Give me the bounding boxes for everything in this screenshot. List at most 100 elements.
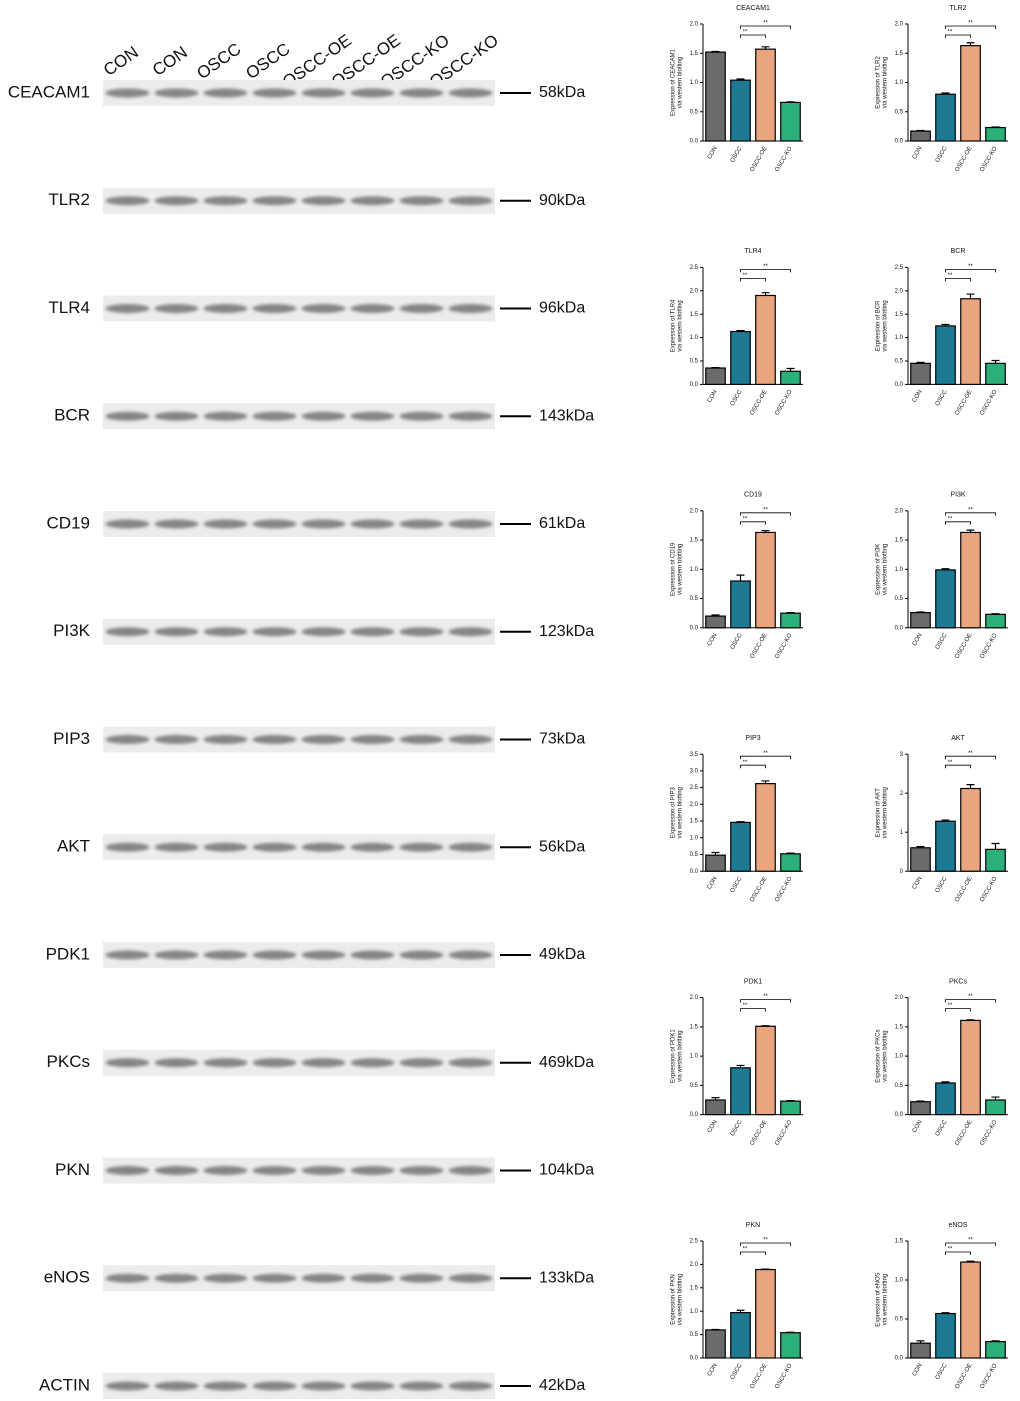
size-label: 143kDa: [539, 407, 594, 424]
error-bar: [786, 1099, 795, 1102]
blot-band: [203, 950, 248, 960]
size-label: 73kDa: [539, 731, 585, 748]
significance-bracket: [945, 999, 996, 1003]
y-tick-label: 0.5: [895, 596, 904, 602]
error-bar: [761, 292, 770, 296]
blot-band: [350, 1058, 395, 1068]
y-axis-label: via western blotting: [883, 1274, 889, 1325]
y-axis-label: via western blotting: [678, 544, 684, 595]
x-tick-label: OSCC-OE: [954, 1119, 973, 1146]
y-tick-label: 1.0: [895, 80, 904, 86]
protein-label: AKT: [57, 837, 90, 856]
error-bar: [941, 568, 950, 570]
blot-band: [105, 304, 150, 313]
protein-label: ACTIN: [39, 1375, 90, 1394]
error-bar: [736, 1064, 745, 1068]
significance-label: **: [968, 507, 973, 513]
bar: [910, 1101, 931, 1116]
significance-bracket: [945, 278, 971, 282]
significance-label: **: [968, 751, 973, 757]
x-tick-label: OSCC: [935, 875, 949, 894]
bar: [985, 1099, 1006, 1116]
error-bar: [761, 46, 770, 50]
bar: [705, 51, 726, 142]
significance-label: **: [743, 30, 748, 36]
significance-bracket: [945, 34, 971, 38]
bar: [985, 362, 1006, 385]
y-axis-label: Expression of TLR4: [671, 299, 677, 352]
error-bar: [966, 1260, 975, 1263]
bar: [935, 1082, 956, 1116]
chart-title: eNOS: [948, 1222, 967, 1229]
blot-band: [399, 1166, 444, 1175]
size-label: 104kDa: [539, 1162, 594, 1179]
x-tick-label: OSCC: [730, 389, 744, 408]
size-label: 469kDa: [539, 1054, 594, 1071]
bar: [705, 367, 726, 385]
error-bar: [991, 359, 1000, 364]
bar: [730, 1312, 751, 1359]
significance-bracket: [740, 764, 766, 769]
blot-band: [154, 627, 199, 637]
significance-bracket: [945, 1008, 971, 1012]
error-bar: [941, 323, 950, 326]
blot-band: [105, 842, 150, 852]
y-tick-label: 0.5: [690, 1332, 699, 1338]
y-tick-label: 1.5: [690, 1285, 699, 1291]
protein-label: CEACAM1: [8, 82, 90, 101]
x-tick-label: CON: [707, 146, 719, 161]
y-tick-label: 1.0: [690, 80, 699, 86]
x-tick-label: OSCC-OE: [954, 876, 973, 903]
y-axis-label: Expression of CD19: [671, 542, 677, 596]
significance-bracket: [740, 34, 766, 38]
y-tick-label: 2.0: [895, 22, 904, 28]
y-tick-label: 3.0: [690, 768, 699, 774]
y-tick-label: 1.5: [895, 51, 904, 57]
blot-band: [203, 1166, 248, 1175]
error-bar: [966, 529, 975, 533]
significance-bracket: [945, 755, 996, 760]
blot-band: [350, 1381, 395, 1391]
y-tick-label: 0.0: [895, 625, 904, 631]
y-axis-label: Expression of PIP3: [671, 787, 677, 839]
significance-label: **: [763, 751, 768, 757]
blot-band: [252, 411, 297, 421]
y-tick-label: 1.5: [690, 312, 699, 318]
blot-band: [154, 411, 199, 421]
chart-title: CEACAM1: [736, 5, 770, 12]
x-tick-label: OSCC-KO: [979, 876, 998, 904]
y-tick-label: 3.5: [690, 752, 699, 758]
y-tick-label: 0.0: [690, 625, 699, 631]
blot-band: [399, 842, 444, 852]
significance-bracket: [740, 755, 791, 760]
blot-band: [154, 196, 199, 206]
chart-title: CD19: [744, 492, 762, 499]
bar: [780, 1100, 801, 1116]
x-tick-label: OSCC-OE: [749, 1363, 768, 1390]
blot-band: [105, 1058, 150, 1068]
blot-band: [399, 950, 444, 960]
x-tick-label: CON: [912, 633, 924, 648]
bar: [935, 820, 956, 872]
bar: [935, 1312, 956, 1359]
blot-band: [301, 627, 346, 637]
y-axis-label: Expression of PKN: [671, 1274, 677, 1324]
y-tick-label: 0.5: [895, 359, 904, 365]
protein-label: PKN: [55, 1160, 90, 1179]
y-tick-label: 0.0: [690, 869, 699, 875]
x-tick-label: OSCC-KO: [774, 1363, 793, 1391]
significance-label: **: [968, 1238, 973, 1244]
x-tick-label: OSCC-KO: [979, 1119, 998, 1147]
error-bar: [966, 784, 975, 789]
bar: [910, 847, 931, 872]
lane-label: CON: [100, 43, 142, 80]
bar: [705, 1099, 726, 1116]
blot-band: [350, 196, 395, 206]
blot-band: [105, 1166, 150, 1175]
x-tick-label: CON: [912, 876, 924, 891]
significance-label: **: [948, 1247, 953, 1253]
x-tick-label: CON: [707, 1363, 719, 1378]
bar: [985, 126, 1006, 142]
significance-bracket: [740, 25, 791, 29]
